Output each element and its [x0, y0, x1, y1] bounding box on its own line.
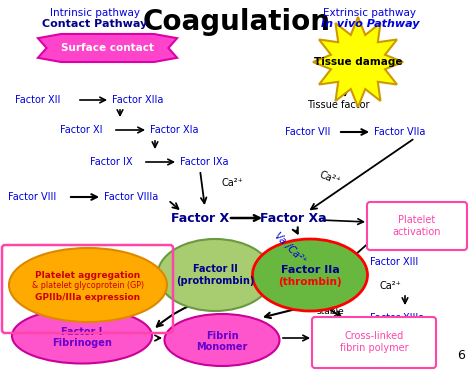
- Text: Factor VIIIa: Factor VIIIa: [104, 192, 158, 202]
- Text: stable: stable: [316, 308, 344, 316]
- Text: Factor XIIa: Factor XIIa: [112, 95, 164, 105]
- FancyBboxPatch shape: [367, 202, 467, 250]
- Ellipse shape: [253, 239, 367, 311]
- Text: Surface contact: Surface contact: [61, 43, 154, 53]
- Text: Ca²⁺: Ca²⁺: [318, 169, 342, 187]
- Text: Factor XI: Factor XI: [60, 125, 102, 135]
- Text: Platelet aggregation: Platelet aggregation: [36, 270, 141, 279]
- Text: Factor IIa: Factor IIa: [281, 265, 339, 275]
- Polygon shape: [313, 17, 403, 107]
- Text: Factor VIII: Factor VIII: [8, 192, 56, 202]
- Text: Extrinsic pathway: Extrinsic pathway: [323, 8, 417, 18]
- Text: Factor XIII: Factor XIII: [370, 257, 418, 267]
- Polygon shape: [38, 34, 177, 62]
- Text: Factor IX: Factor IX: [90, 157, 133, 167]
- FancyBboxPatch shape: [4, 4, 470, 367]
- Text: Factor XII: Factor XII: [15, 95, 60, 105]
- Text: Factor I: Factor I: [61, 327, 103, 337]
- Text: In vivo Pathway: In vivo Pathway: [321, 19, 419, 29]
- Text: Factor II
(prothrombin): Factor II (prothrombin): [176, 264, 254, 286]
- Text: Monomer: Monomer: [196, 342, 248, 352]
- Text: Factor XIa: Factor XIa: [150, 125, 199, 135]
- Text: & platelet glycoprotein (GP): & platelet glycoprotein (GP): [32, 282, 144, 290]
- Text: Ca²⁺: Ca²⁺: [380, 281, 402, 291]
- Text: Factor IXa: Factor IXa: [180, 157, 228, 167]
- Text: Platelet
activation: Platelet activation: [393, 215, 441, 237]
- Text: Factor VII: Factor VII: [285, 127, 330, 137]
- Text: GPIIb/IIIa expression: GPIIb/IIIa expression: [36, 292, 141, 302]
- Text: Ca²⁺: Ca²⁺: [221, 178, 243, 188]
- Text: Factor VIIa: Factor VIIa: [374, 127, 425, 137]
- Text: Fibrinogen: Fibrinogen: [52, 338, 112, 348]
- Ellipse shape: [12, 309, 152, 364]
- Text: Factor Xa: Factor Xa: [260, 211, 326, 224]
- Text: Contact Pathway: Contact Pathway: [42, 19, 147, 29]
- Text: Tissue factor: Tissue factor: [307, 100, 370, 110]
- Text: 6: 6: [457, 349, 465, 362]
- Text: Factor XIIIa: Factor XIIIa: [370, 313, 424, 323]
- Text: Fibrin: Fibrin: [206, 331, 238, 341]
- Text: Va /Ca²⁺: Va /Ca²⁺: [272, 230, 308, 266]
- Text: Intrinsic pathway: Intrinsic pathway: [50, 8, 140, 18]
- Text: Coagulation: Coagulation: [143, 8, 331, 36]
- FancyBboxPatch shape: [312, 317, 436, 368]
- Text: Factor X: Factor X: [171, 211, 229, 224]
- Text: Cross-linked
fibrin polymer: Cross-linked fibrin polymer: [340, 331, 408, 353]
- Ellipse shape: [9, 248, 167, 322]
- Text: (thrombin): (thrombin): [278, 277, 342, 287]
- Ellipse shape: [157, 239, 273, 311]
- Text: Tissue damage: Tissue damage: [314, 57, 402, 67]
- Ellipse shape: [164, 314, 280, 366]
